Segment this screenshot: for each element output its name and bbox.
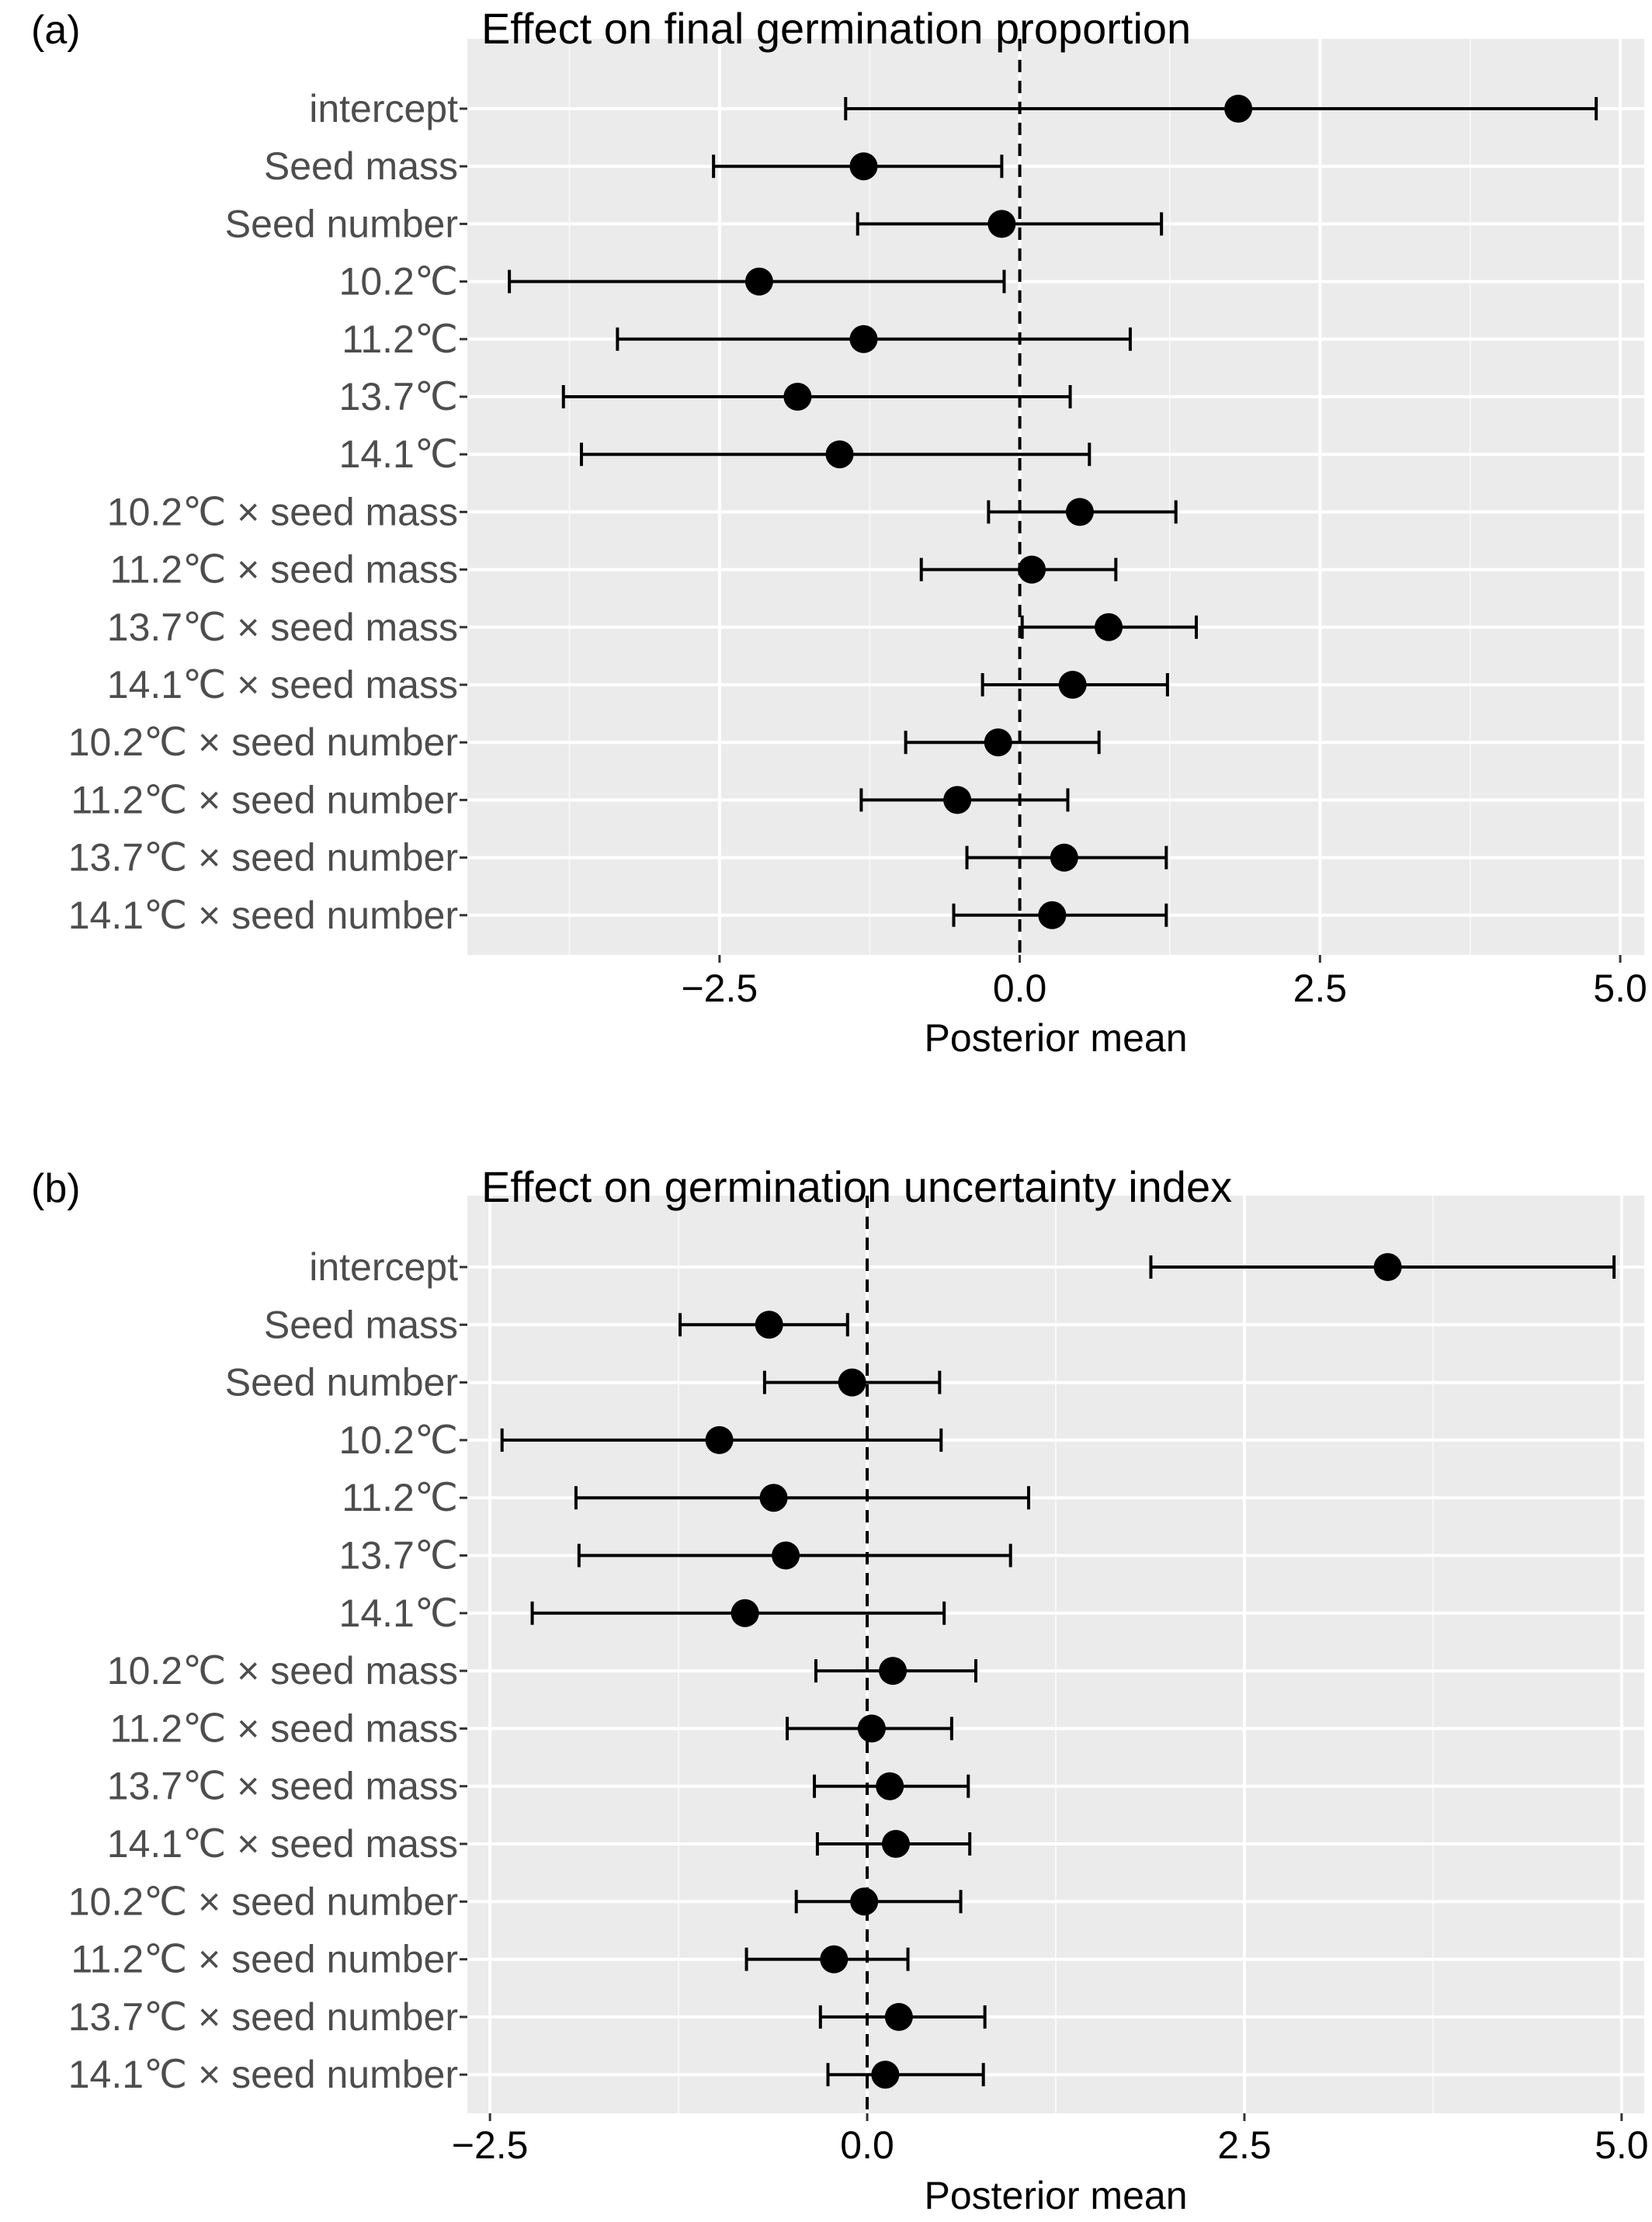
posterior-mean-point xyxy=(1095,613,1123,641)
chart-title: Effect on germination uncertainty index xyxy=(481,1162,1232,1211)
x-tick-label: 5.0 xyxy=(1593,967,1647,1010)
posterior-mean-point xyxy=(1065,498,1094,526)
posterior-mean-point xyxy=(838,1368,866,1397)
y-tick-label: Seed mass xyxy=(264,1303,458,1346)
y-tick-label: 13.7℃ × seed mass xyxy=(107,606,458,649)
posterior-mean-point xyxy=(772,1541,800,1570)
panel-label: (a) xyxy=(31,8,81,53)
x-tick-label: 0.0 xyxy=(993,967,1047,1010)
y-tick-label: intercept xyxy=(309,1245,458,1289)
x-tick-label: 2.5 xyxy=(1293,967,1348,1010)
y-tick-label: 14.1℃ × seed mass xyxy=(107,663,458,707)
posterior-mean-point xyxy=(755,1311,783,1339)
posterior-mean-point xyxy=(987,210,1016,238)
panel-label: (b) xyxy=(31,1166,81,1211)
y-tick-label: 14.1℃ xyxy=(339,1592,458,1635)
x-axis-title: Posterior mean xyxy=(924,1016,1187,1060)
posterior-mean-point xyxy=(879,1657,908,1686)
plot-background xyxy=(467,39,1644,955)
x-tick-label: 2.5 xyxy=(1217,2123,1272,2167)
chart-title: Effect on final germination proportion xyxy=(481,4,1191,53)
y-tick-label: 10.2℃ × seed mass xyxy=(107,1649,458,1693)
posterior-mean-point xyxy=(1038,901,1067,929)
posterior-mean-point xyxy=(984,728,1012,757)
panel-a: intercept Seed mass Seed number 10.2℃ 11.2℃ 1… xyxy=(31,4,1647,1060)
posterior-mean-point xyxy=(943,786,972,814)
posterior-mean-point xyxy=(857,1714,886,1743)
y-tick-label: 11.2℃ × seed mass xyxy=(109,1706,458,1750)
posterior-mean-point xyxy=(731,1599,759,1627)
y-tick-label: Seed number xyxy=(225,202,458,245)
posterior-mean-point xyxy=(705,1425,734,1454)
posterior-mean-point xyxy=(884,2002,913,2031)
y-tick-label: 10.2℃ × seed number xyxy=(68,720,458,764)
posterior-mean-point xyxy=(820,1945,849,1974)
y-tick-label: Seed mass xyxy=(264,144,458,188)
y-tick-label: 13.7℃ × seed mass xyxy=(107,1765,458,1808)
y-tick-label: 13.7℃ × seed number xyxy=(68,836,458,880)
y-tick-label: 10.2℃ xyxy=(339,260,458,304)
posterior-mean-point xyxy=(849,325,878,353)
y-tick-label: 14.1℃ × seed number xyxy=(68,894,458,937)
posterior-mean-point xyxy=(1373,1253,1402,1281)
posterior-mean-point xyxy=(1058,671,1087,699)
x-axis-title: Posterior mean xyxy=(924,2174,1187,2217)
y-tick-label: 13.7℃ xyxy=(339,375,458,418)
x-tick-label: 5.0 xyxy=(1595,2123,1649,2167)
posterior-mean-point xyxy=(744,267,773,296)
y-tick-label: 11.2℃ xyxy=(342,318,458,361)
posterior-mean-point xyxy=(1050,843,1078,872)
y-tick-label: 11.2℃ × seed number xyxy=(71,1938,458,1981)
y-tick-label: 11.2℃ × seed number xyxy=(71,778,458,821)
posterior-mean-point xyxy=(1018,555,1046,584)
posterior-mean-point xyxy=(849,152,878,181)
y-tick-label: 10.2℃ xyxy=(339,1418,458,1462)
x-tick-label: −2.5 xyxy=(681,967,758,1010)
x-tick-label: −2.5 xyxy=(452,2123,529,2167)
y-tick-label: 10.2℃ × seed mass xyxy=(107,490,458,533)
posterior-mean-point xyxy=(850,1887,879,1916)
y-tick-label: 11.2℃ × seed mass xyxy=(109,548,458,592)
y-tick-label: 14.1℃ × seed number xyxy=(68,2053,458,2096)
posterior-mean-point xyxy=(825,440,854,469)
x-tick-label: 0.0 xyxy=(840,2123,894,2167)
y-tick-label: 13.7℃ xyxy=(339,1534,458,1578)
y-tick-label: intercept xyxy=(309,87,458,130)
posterior-mean-point xyxy=(783,383,812,411)
y-tick-label: 14.1℃ xyxy=(339,432,458,476)
panel-b: intercept Seed mass Seed number 10.2℃ 11.2℃ 1… xyxy=(31,1162,1649,2217)
posterior-mean-point xyxy=(871,2061,900,2089)
y-tick-label: Seed number xyxy=(225,1361,458,1404)
y-tick-label: 14.1℃ × seed mass xyxy=(107,1822,458,1866)
y-tick-label: 13.7℃ × seed number xyxy=(68,1995,458,2039)
posterior-mean-point xyxy=(881,1830,910,1858)
posterior-mean-point xyxy=(759,1484,788,1512)
y-tick-label: 11.2℃ xyxy=(342,1476,458,1519)
posterior-mean-point xyxy=(876,1772,904,1800)
y-tick-label: 10.2℃ × seed number xyxy=(68,1880,458,1923)
posterior-mean-point xyxy=(1224,95,1253,123)
